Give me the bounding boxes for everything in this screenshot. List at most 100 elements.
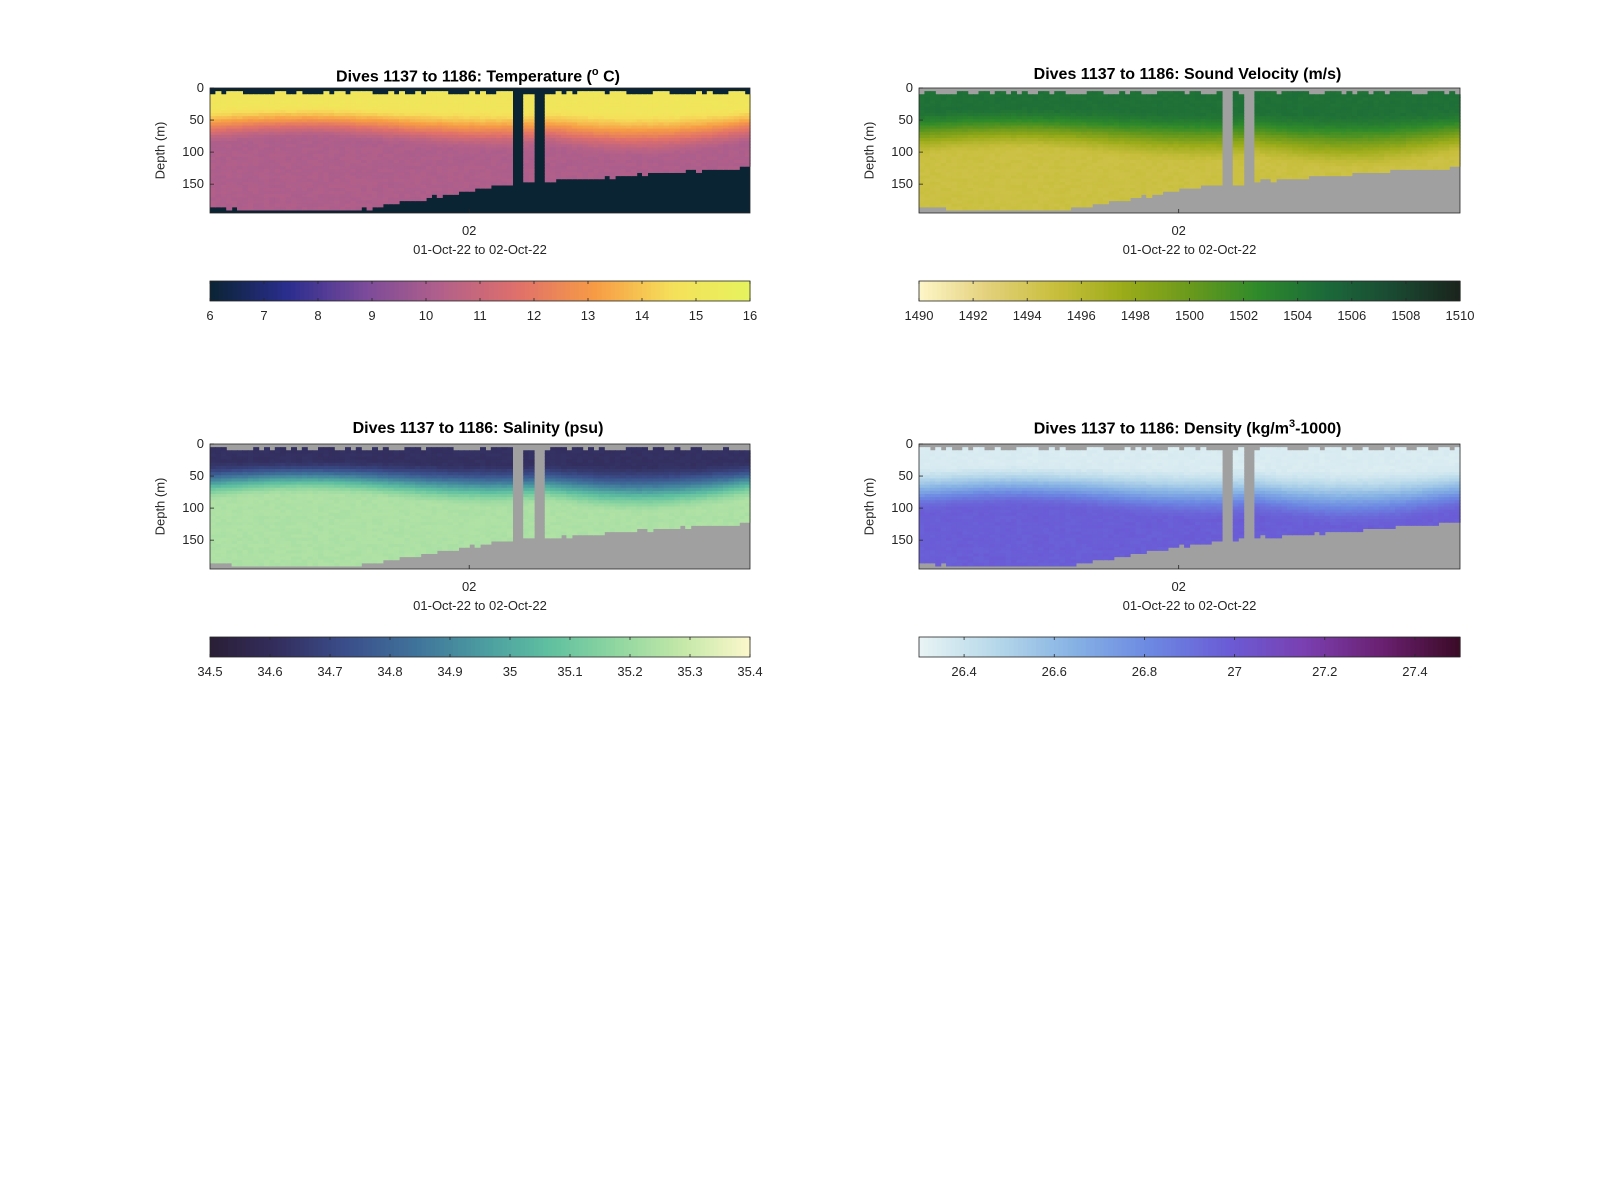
heatmap-cell	[345, 144, 351, 148]
heatmap-cell	[967, 116, 974, 120]
heatmap-cell	[436, 100, 443, 105]
heatmap-cell	[1140, 159, 1147, 164]
heatmap-cell	[1173, 106, 1180, 111]
heatmap-cell	[1102, 169, 1109, 173]
heatmap-cell	[717, 94, 724, 98]
heatmap-cell	[215, 191, 222, 195]
heatmap-cell	[1178, 94, 1185, 98]
heatmap-cell	[296, 131, 303, 136]
heatmap-cell	[231, 106, 238, 111]
heatmap-cell	[258, 159, 265, 164]
heatmap-cell	[237, 178, 243, 183]
heatmap-cell	[744, 100, 751, 105]
heatmap-cell	[323, 169, 330, 173]
heatmap-cell	[588, 159, 594, 164]
heatmap-cell	[940, 163, 947, 167]
heatmap-cell	[685, 128, 692, 133]
heatmap-cell	[372, 138, 378, 142]
heatmap-cell	[1173, 166, 1180, 170]
heatmap-cell	[550, 163, 557, 167]
heatmap-cell	[409, 131, 416, 136]
heatmap-cell	[652, 141, 659, 145]
heatmap-cell	[296, 150, 303, 155]
heatmap-cell	[231, 163, 238, 167]
heatmap-cell	[431, 134, 438, 139]
heatmap-cell	[1016, 103, 1023, 108]
heatmap-cell	[598, 97, 605, 102]
colorbar-segment	[484, 281, 490, 301]
heatmap-cell	[269, 122, 276, 127]
heatmap-cell	[1108, 97, 1115, 102]
heatmap-cell	[507, 134, 513, 139]
heatmap-cell	[1178, 156, 1185, 161]
heatmap-cell	[989, 113, 996, 117]
heatmap-cell	[919, 119, 926, 123]
heatmap-cell	[301, 194, 308, 198]
colorbar-segment	[426, 281, 432, 301]
heatmap-cell	[215, 138, 222, 142]
heatmap-cell	[717, 134, 724, 139]
heatmap-cell	[1184, 175, 1191, 180]
heatmap-cell	[951, 94, 958, 98]
heatmap-cell	[231, 197, 238, 202]
heatmap-cell	[312, 163, 319, 167]
heatmap-cell	[269, 188, 276, 192]
heatmap-cell	[733, 156, 740, 161]
heatmap-cell	[426, 178, 432, 183]
heatmap-cell	[696, 138, 702, 142]
heatmap-cell	[258, 119, 265, 123]
heatmap-cell	[1027, 203, 1034, 208]
heatmap-cell	[1178, 169, 1185, 173]
heatmap-cell	[588, 94, 594, 98]
heatmap-cell	[393, 144, 400, 148]
heatmap-cell	[642, 106, 648, 111]
heatmap-cell	[1027, 125, 1034, 130]
heatmap-cell	[431, 128, 438, 133]
colorbar-segment	[660, 281, 666, 301]
heatmap-cell	[453, 134, 459, 139]
heatmap-cell	[1038, 109, 1045, 114]
heatmap-cell	[946, 100, 953, 105]
heatmap-cell	[946, 94, 953, 98]
heatmap-cell	[399, 184, 405, 189]
heatmap-cell	[420, 109, 427, 114]
heatmap-cell	[994, 125, 1001, 130]
heatmap-cell	[442, 106, 449, 111]
heatmap-cell	[382, 109, 389, 114]
heatmap-cell	[940, 153, 947, 158]
heatmap-cell	[620, 113, 627, 117]
heatmap-cell	[485, 144, 492, 148]
heatmap-cell	[355, 116, 362, 120]
heatmap-cell	[1151, 100, 1158, 105]
heatmap-cell	[566, 109, 573, 114]
heatmap-cell	[1102, 106, 1109, 111]
heatmap-cell	[717, 138, 724, 142]
heatmap-cell	[544, 122, 551, 127]
heatmap-cell	[220, 184, 227, 189]
heatmap-cell	[973, 100, 980, 105]
heatmap-cell	[1059, 200, 1066, 205]
heatmap-cell	[1086, 134, 1093, 139]
heatmap-cell	[409, 181, 416, 186]
heatmap-cell	[1157, 184, 1164, 189]
heatmap-cell	[951, 169, 958, 173]
heatmap-cell	[485, 119, 492, 123]
heatmap-cell	[962, 94, 969, 98]
heatmap-cell	[350, 122, 357, 127]
heatmap-cell	[690, 147, 697, 152]
heatmap-cell	[231, 153, 238, 158]
heatmap-cell	[366, 184, 373, 189]
colorbar-segment	[732, 281, 738, 301]
heatmap-cell	[1162, 106, 1169, 111]
heatmap-cell	[1016, 175, 1023, 180]
heatmap-cell	[1097, 172, 1104, 177]
heatmap-cell	[242, 144, 249, 148]
heatmap-cell	[458, 159, 465, 164]
heatmap-cell	[328, 156, 335, 161]
heatmap-cell	[453, 119, 459, 123]
heatmap-cell	[1032, 200, 1039, 205]
heatmap-cell	[339, 175, 346, 180]
heatmap-cell	[956, 94, 963, 98]
heatmap-cell	[973, 175, 980, 180]
heatmap-cell	[1059, 116, 1066, 120]
